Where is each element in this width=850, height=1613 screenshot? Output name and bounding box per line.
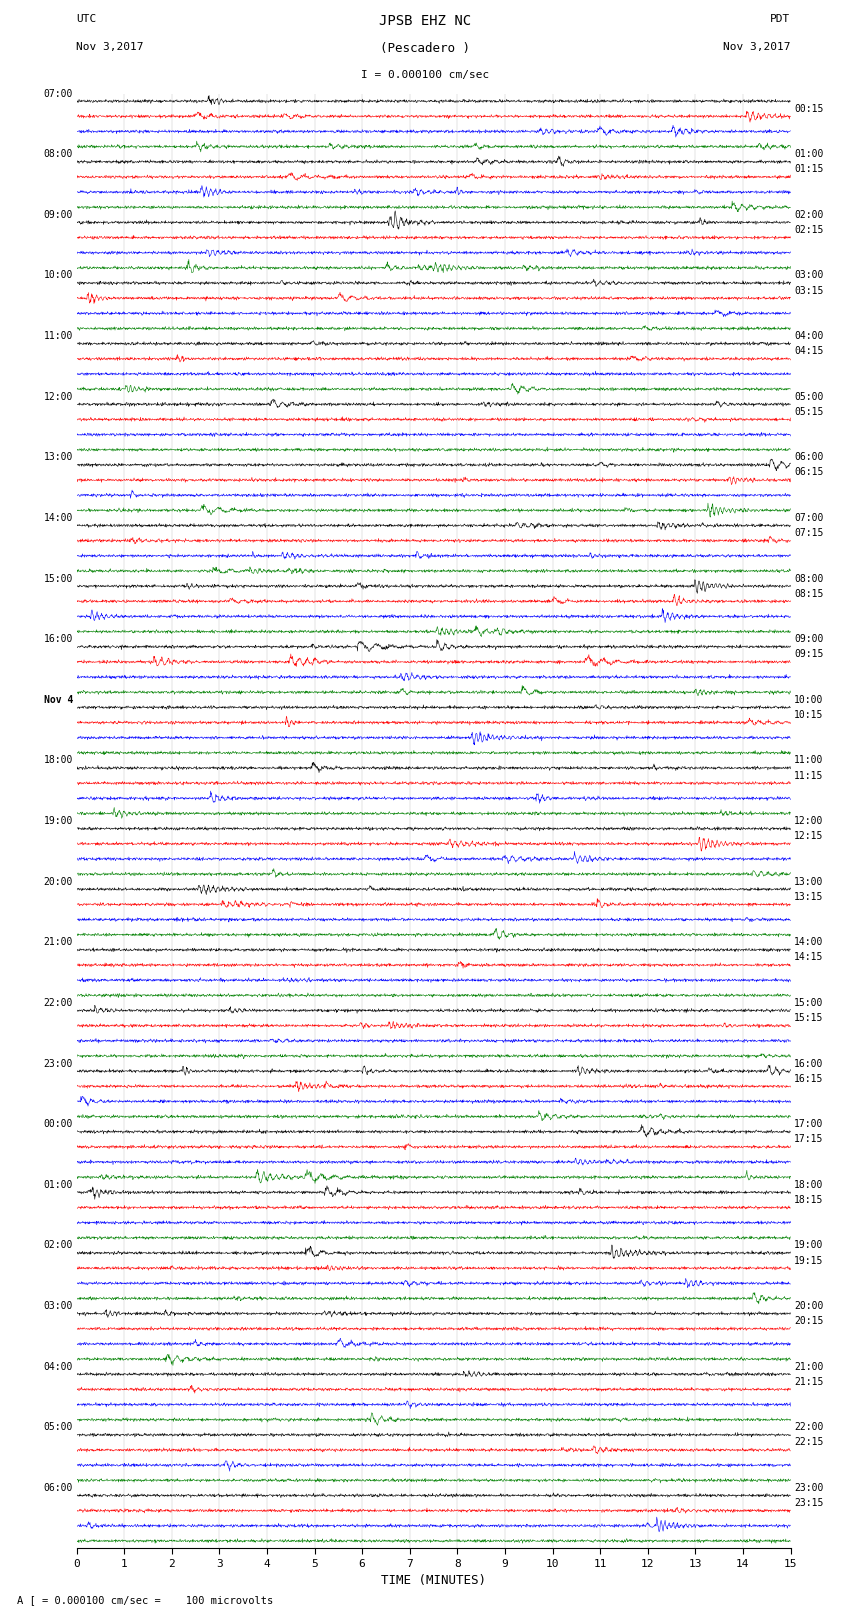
Text: 19:00: 19:00	[794, 1240, 824, 1250]
Text: 01:00: 01:00	[43, 1179, 73, 1190]
Text: 11:00: 11:00	[43, 331, 73, 340]
Text: 04:15: 04:15	[794, 347, 824, 356]
Text: 00:15: 00:15	[794, 103, 824, 113]
Text: 14:00: 14:00	[43, 513, 73, 523]
Text: 15:15: 15:15	[794, 1013, 824, 1023]
Text: 11:15: 11:15	[794, 771, 824, 781]
Text: 10:00: 10:00	[794, 695, 824, 705]
Text: 02:00: 02:00	[794, 210, 824, 219]
Text: 15:00: 15:00	[794, 998, 824, 1008]
Text: 06:00: 06:00	[43, 1482, 73, 1494]
Text: 09:15: 09:15	[794, 650, 824, 660]
Text: 07:00: 07:00	[43, 89, 73, 98]
Text: 08:00: 08:00	[794, 574, 824, 584]
Text: 18:00: 18:00	[43, 755, 73, 766]
Text: 04:00: 04:00	[794, 331, 824, 340]
Text: 14:15: 14:15	[794, 952, 824, 963]
Text: 03:00: 03:00	[794, 271, 824, 281]
Text: 19:15: 19:15	[794, 1255, 824, 1266]
X-axis label: TIME (MINUTES): TIME (MINUTES)	[381, 1574, 486, 1587]
Text: 22:00: 22:00	[794, 1423, 824, 1432]
Text: 22:15: 22:15	[794, 1437, 824, 1447]
Text: 10:00: 10:00	[43, 271, 73, 281]
Text: 01:15: 01:15	[794, 165, 824, 174]
Text: 07:15: 07:15	[794, 527, 824, 539]
Text: 12:15: 12:15	[794, 831, 824, 840]
Text: 20:15: 20:15	[794, 1316, 824, 1326]
Text: 19:00: 19:00	[43, 816, 73, 826]
Text: 04:00: 04:00	[43, 1361, 73, 1371]
Text: 15:00: 15:00	[43, 574, 73, 584]
Text: 21:00: 21:00	[794, 1361, 824, 1371]
Text: 13:00: 13:00	[794, 876, 824, 887]
Text: 05:00: 05:00	[794, 392, 824, 402]
Text: 09:00: 09:00	[43, 210, 73, 219]
Text: Nov 4: Nov 4	[43, 695, 73, 705]
Text: 03:15: 03:15	[794, 286, 824, 295]
Text: 23:00: 23:00	[794, 1482, 824, 1494]
Text: 02:00: 02:00	[43, 1240, 73, 1250]
Text: 05:15: 05:15	[794, 406, 824, 416]
Text: 23:15: 23:15	[794, 1498, 824, 1508]
Text: 13:15: 13:15	[794, 892, 824, 902]
Text: 08:15: 08:15	[794, 589, 824, 598]
Text: 14:00: 14:00	[794, 937, 824, 947]
Text: 06:15: 06:15	[794, 468, 824, 477]
Text: JPSB EHZ NC: JPSB EHZ NC	[379, 15, 471, 27]
Text: 07:00: 07:00	[794, 513, 824, 523]
Text: 10:15: 10:15	[794, 710, 824, 719]
Text: 20:00: 20:00	[43, 876, 73, 887]
Text: 16:15: 16:15	[794, 1074, 824, 1084]
Text: 17:00: 17:00	[794, 1119, 824, 1129]
Text: UTC: UTC	[76, 15, 97, 24]
Text: 16:00: 16:00	[43, 634, 73, 644]
Text: 06:00: 06:00	[794, 452, 824, 463]
Text: Nov 3,2017: Nov 3,2017	[76, 42, 144, 52]
Text: 13:00: 13:00	[43, 452, 73, 463]
Text: 20:00: 20:00	[794, 1302, 824, 1311]
Text: 23:00: 23:00	[43, 1058, 73, 1068]
Text: 17:15: 17:15	[794, 1134, 824, 1144]
Text: 16:00: 16:00	[794, 1058, 824, 1068]
Text: (Pescadero ): (Pescadero )	[380, 42, 470, 55]
Text: 05:00: 05:00	[43, 1423, 73, 1432]
Text: A [ = 0.000100 cm/sec =    100 microvolts: A [ = 0.000100 cm/sec = 100 microvolts	[17, 1595, 273, 1605]
Text: 00:00: 00:00	[43, 1119, 73, 1129]
Text: 21:00: 21:00	[43, 937, 73, 947]
Text: 08:00: 08:00	[43, 148, 73, 160]
Text: 12:00: 12:00	[794, 816, 824, 826]
Text: 18:00: 18:00	[794, 1179, 824, 1190]
Text: PDT: PDT	[770, 15, 790, 24]
Text: 12:00: 12:00	[43, 392, 73, 402]
Text: 22:00: 22:00	[43, 998, 73, 1008]
Text: 02:15: 02:15	[794, 224, 824, 235]
Text: 18:15: 18:15	[794, 1195, 824, 1205]
Text: 09:00: 09:00	[794, 634, 824, 644]
Text: 03:00: 03:00	[43, 1302, 73, 1311]
Text: 21:15: 21:15	[794, 1378, 824, 1387]
Text: 11:00: 11:00	[794, 755, 824, 766]
Text: 01:00: 01:00	[794, 148, 824, 160]
Text: Nov 3,2017: Nov 3,2017	[723, 42, 791, 52]
Text: I = 0.000100 cm/sec: I = 0.000100 cm/sec	[361, 71, 489, 81]
